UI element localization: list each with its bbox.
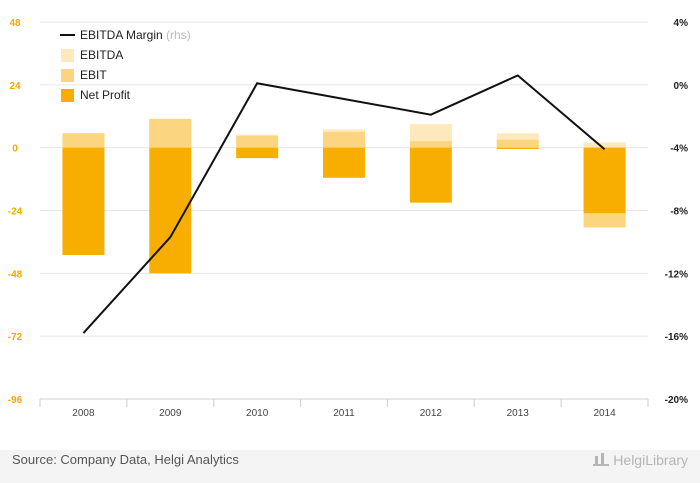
left-tick-label: 48: [9, 18, 21, 29]
right-tick-label: -8%: [670, 207, 688, 218]
legend-note: (rhs): [163, 28, 191, 42]
x-tick-label: 2013: [507, 408, 530, 419]
left-axis: 48 24 0 -24 -48 -72 -96: [8, 18, 23, 406]
bar-ebit: [323, 131, 365, 148]
left-tick-label: -48: [8, 269, 23, 280]
x-axis: 2008 2009 2010 2011 2012 2013 2014: [39, 398, 649, 419]
legend-swatch: [61, 69, 74, 82]
right-tick-label: 0%: [674, 81, 689, 92]
library-icon: [593, 452, 610, 466]
right-axis: 4% 0% -4% -8% -12% -16% -20%: [665, 18, 688, 406]
bar-ebitda: [583, 142, 626, 148]
right-tick-label: -16%: [665, 332, 688, 343]
legend-swatch: [61, 89, 74, 102]
left-tick-label: 24: [9, 81, 21, 92]
bar-net-profit: [236, 147, 279, 159]
bar-ebit: [496, 139, 539, 148]
x-tick-label: 2009: [159, 408, 182, 419]
source-note: Source: Company Data, Helgi Analytics: [12, 452, 239, 467]
x-tick-label: 2010: [246, 408, 269, 419]
bar-ebit: [149, 118, 192, 148]
left-tick-label: -24: [8, 207, 23, 218]
bar-net-profit: [62, 147, 105, 256]
right-tick-label: -20%: [665, 395, 688, 406]
legend-label: EBITDA: [80, 48, 123, 62]
x-tick-label: 2012: [420, 408, 443, 419]
legend: EBITDA Margin (rhs) EBITDA EBIT Net Profit: [60, 28, 191, 102]
bar-net-profit: [496, 147, 539, 149]
x-tick-label: 2008: [72, 408, 95, 419]
bar-ebit: [236, 135, 279, 148]
bar-net-profit: [409, 147, 452, 203]
x-tick-label: 2014: [593, 408, 616, 419]
bar-net-profit: [323, 147, 365, 178]
brand-name: HelgiLibrary: [613, 452, 688, 468]
bar-net-profit: [583, 147, 626, 214]
left-tick-label: -96: [8, 395, 23, 406]
right-tick-label: -4%: [670, 144, 688, 155]
bars: [62, 118, 626, 274]
footer: Source: Company Data, Helgi Analytics He…: [0, 450, 700, 483]
grid: [40, 21, 648, 337]
brand-logo: HelgiLibrary: [593, 451, 688, 469]
bar-ebit: [62, 133, 105, 148]
legend-label: EBITDA Margin (rhs): [80, 28, 191, 42]
legend-swatch: [61, 49, 74, 62]
margin-line: [82, 74, 606, 334]
right-tick-label: -12%: [665, 269, 688, 280]
legend-label: EBIT: [80, 68, 107, 82]
left-tick-label: 0: [12, 144, 18, 155]
chart: 2008 2009 2010 2011 2012 2013 2014 48 24 0 -24 -48…: [8, 18, 688, 419]
right-tick-label: 4%: [674, 18, 689, 29]
bar-ebit: [409, 141, 452, 148]
left-tick-label: -72: [8, 332, 23, 343]
legend-label: Net Profit: [80, 88, 131, 102]
x-tick-label: 2011: [333, 408, 355, 419]
